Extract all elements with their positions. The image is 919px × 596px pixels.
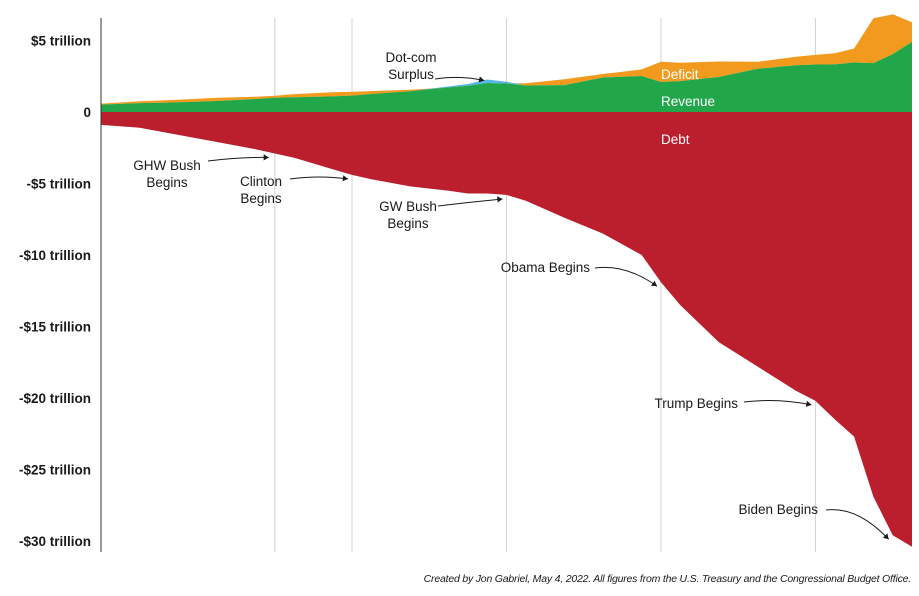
annotation-arrow-dotcom [434, 76, 485, 82]
y-tick-label: 0 [83, 105, 91, 120]
y-tick-label: -$25 trillion [19, 463, 91, 478]
annotation-marker-1993: Clinton Begins [240, 174, 282, 206]
y-tick-label: -$30 trillion [19, 534, 91, 549]
y-axis: $5 trillion 0 -$5 trillion -$10 trillion -$1… [19, 34, 91, 550]
credit-note: Created by Jon Gabriel, May 4, 2022. All… [423, 573, 912, 585]
annotation-line: Obama Begins [501, 260, 591, 275]
annotation-arrowhead-dotcom [478, 76, 485, 83]
annotation-marker-2021: Biden Begins [738, 502, 818, 517]
annotation-arrowhead-marker-1989 [263, 154, 269, 161]
annotation-arrow-marker-2009 [594, 266, 658, 287]
debt-chart: $5 trillion 0 -$5 trillion -$10 trillion -$1… [19, 14, 912, 552]
annotation-arrow-marker-2001 [437, 198, 503, 207]
annotation-line: Biden Begins [738, 502, 818, 517]
annotations: GHW Bush Begins Clinton Begins GW Bush Begins… [133, 50, 890, 540]
area-labels: Deficit Revenue Debt [661, 67, 715, 147]
y-tick-label: $5 trillion [31, 34, 91, 49]
annotation-line: GW Bush [379, 199, 437, 214]
y-tick-label: -$15 trillion [19, 320, 91, 335]
revenue-area [101, 41, 912, 112]
revenue-label: Revenue [661, 94, 715, 109]
annotation-marker-2001: GW Bush Begins [379, 199, 437, 231]
annotation-line: Clinton [240, 174, 282, 189]
annotation-dotcom: Dot-com Surplus [385, 50, 436, 82]
y-tick-label: -$10 trillion [19, 248, 91, 263]
annotation-arrow-marker-1989 [207, 156, 269, 162]
annotation-line: Begins [387, 216, 429, 231]
annotation-arrowhead-marker-2021 [882, 533, 889, 540]
annotation-line: GHW Bush [133, 158, 201, 173]
annotation-arrowhead-marker-1993 [342, 175, 349, 182]
annotation-line: Dot-com [385, 50, 436, 65]
annotation-arrowhead-marker-2001 [497, 196, 503, 203]
annotation-arrow-marker-1993 [289, 176, 349, 180]
annotation-line: Surplus [388, 67, 434, 82]
annotation-marker-2017: Trump Begins [654, 396, 738, 411]
annotation-marker-1989: GHW Bush Begins [133, 158, 201, 190]
annotation-arrow-marker-2021 [825, 509, 890, 540]
areas [101, 14, 912, 547]
debt-label: Debt [661, 132, 690, 147]
deficit-label: Deficit [661, 67, 699, 82]
debt-area [101, 112, 912, 547]
annotation-arrow-marker-2017 [743, 400, 812, 406]
annotation-arrowhead-marker-2009 [651, 280, 657, 287]
annotation-line: Trump Begins [654, 396, 738, 411]
annotation-arrowhead-marker-2017 [805, 400, 812, 407]
annotation-marker-2009: Obama Begins [501, 260, 591, 275]
y-tick-label: -$5 trillion [26, 177, 91, 192]
y-tick-label: -$20 trillion [19, 391, 91, 406]
annotation-line: Begins [146, 175, 188, 190]
annotation-line: Begins [240, 191, 282, 206]
